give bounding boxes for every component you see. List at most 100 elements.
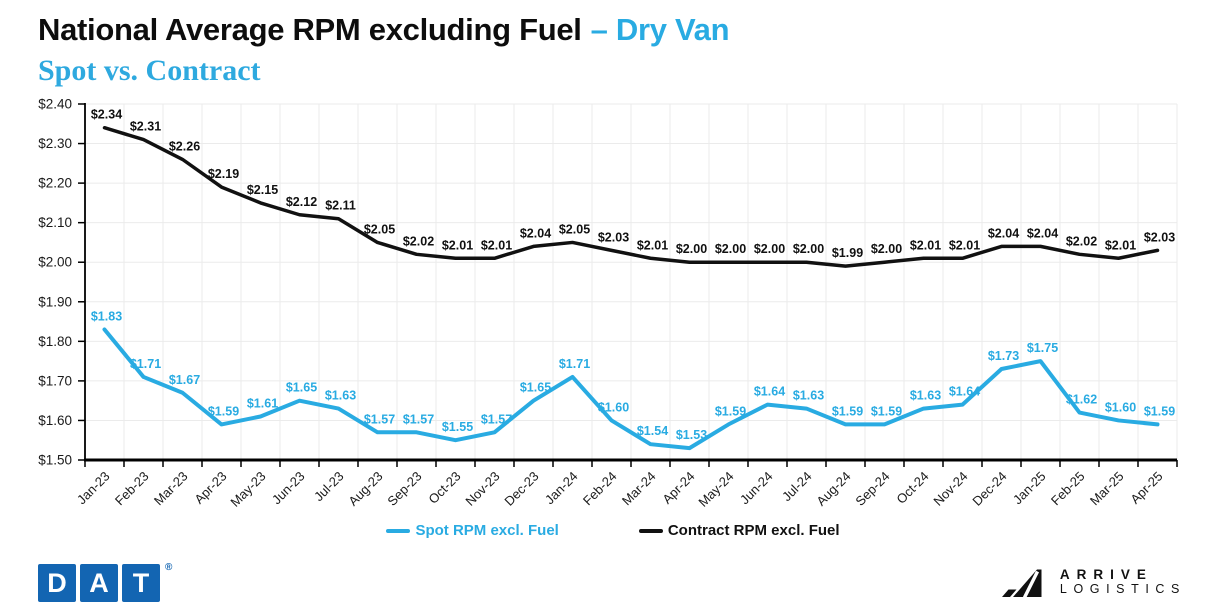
dat-logo: D A T ® (38, 562, 172, 602)
svg-text:$2.03: $2.03 (598, 230, 629, 244)
svg-text:$1.61: $1.61 (247, 396, 278, 410)
contract-line-swatch-icon (638, 528, 663, 533)
svg-text:$1.59: $1.59 (871, 404, 902, 418)
svg-text:$1.99: $1.99 (832, 246, 863, 260)
arrive-wordmark: ARRIVE LOGISTICS (1060, 568, 1186, 597)
svg-text:$1.60: $1.60 (38, 413, 72, 428)
arrive-logistics-logo: ARRIVE LOGISTICS (1001, 567, 1186, 598)
svg-text:$1.65: $1.65 (520, 381, 551, 395)
page-title: National Average RPM excluding Fuel – Dry… (38, 12, 730, 48)
svg-text:Jun-24: Jun-24 (737, 469, 776, 508)
svg-text:Jun-23: Jun-23 (269, 469, 308, 508)
svg-text:$1.55: $1.55 (442, 420, 473, 434)
svg-text:$2.00: $2.00 (754, 242, 785, 256)
svg-text:Dec-24: Dec-24 (969, 469, 1009, 509)
svg-text:$2.15: $2.15 (247, 183, 278, 197)
svg-text:$1.80: $1.80 (38, 334, 72, 349)
svg-text:$2.02: $2.02 (403, 234, 434, 248)
svg-text:$2.05: $2.05 (559, 222, 590, 236)
svg-text:$2.05: $2.05 (364, 222, 395, 236)
svg-text:$2.40: $2.40 (38, 97, 72, 112)
svg-text:Sep-23: Sep-23 (384, 469, 424, 509)
legend-item-contract: Contract RPM excl. Fuel (638, 522, 840, 539)
svg-text:$1.90: $1.90 (38, 294, 72, 309)
svg-text:$2.34: $2.34 (91, 108, 122, 122)
rpm-line-chart: $1.50 $1.60 $1.70 $1.80 $1.90 $2.00 $2.10 $2.20… (0, 90, 1226, 526)
svg-text:$2.04: $2.04 (1027, 226, 1058, 240)
svg-text:Jan-23: Jan-23 (74, 469, 113, 508)
svg-text:May-23: May-23 (227, 469, 268, 510)
svg-text:$1.54: $1.54 (637, 424, 668, 438)
svg-text:$2.10: $2.10 (38, 215, 72, 230)
svg-text:$1.70: $1.70 (38, 373, 72, 388)
chart-canvas: $1.50 $1.60 $1.70 $1.80 $1.90 $2.00 $2.10 $2.20… (38, 97, 1178, 510)
svg-text:$2.20: $2.20 (38, 176, 72, 191)
svg-text:Sep-24: Sep-24 (852, 469, 892, 509)
svg-text:Mar-23: Mar-23 (151, 469, 191, 509)
dat-logo-letter-t: T (122, 564, 160, 602)
svg-text:$1.67: $1.67 (169, 373, 200, 387)
svg-text:$1.50: $1.50 (38, 453, 72, 468)
svg-text:$1.57: $1.57 (364, 412, 395, 426)
svg-text:Mar-24: Mar-24 (619, 469, 659, 509)
svg-text:$2.00: $2.00 (676, 242, 707, 256)
svg-text:$2.11: $2.11 (325, 199, 356, 213)
svg-text:Mar-25: Mar-25 (1087, 469, 1127, 509)
svg-text:Oct-24: Oct-24 (893, 469, 931, 507)
svg-text:Apr-24: Apr-24 (659, 469, 697, 507)
svg-text:Jan-24: Jan-24 (542, 469, 581, 508)
dat-logo-letter-d: D (38, 564, 76, 602)
svg-text:$1.65: $1.65 (286, 381, 317, 395)
svg-text:$1.71: $1.71 (130, 357, 161, 371)
svg-text:$1.60: $1.60 (598, 400, 629, 414)
arrive-a-mark-icon (1001, 569, 1042, 598)
svg-text:$2.04: $2.04 (520, 226, 551, 240)
svg-text:$1.83: $1.83 (91, 309, 122, 323)
svg-text:$1.63: $1.63 (325, 389, 356, 403)
svg-text:Dec-23: Dec-23 (501, 469, 541, 509)
svg-text:$2.26: $2.26 (169, 139, 200, 153)
svg-text:$2.01: $2.01 (910, 238, 941, 252)
arrive-wordmark-line1: ARRIVE (1059, 567, 1153, 582)
svg-text:$1.59: $1.59 (1144, 404, 1175, 418)
svg-text:$2.30: $2.30 (38, 136, 72, 151)
svg-text:$2.19: $2.19 (208, 167, 239, 181)
svg-text:Feb-24: Feb-24 (580, 469, 620, 509)
svg-text:$1.73: $1.73 (988, 349, 1019, 363)
svg-text:$1.53: $1.53 (676, 428, 707, 442)
page-subtitle: Spot vs. Contract (38, 54, 261, 87)
arrive-wordmark-line2: LOGISTICS (1059, 582, 1186, 596)
svg-text:$1.57: $1.57 (481, 412, 512, 426)
svg-text:$2.04: $2.04 (988, 226, 1019, 240)
svg-text:$2.01: $2.01 (949, 238, 980, 252)
svg-text:$1.75: $1.75 (1027, 341, 1058, 355)
svg-text:$1.59: $1.59 (832, 404, 863, 418)
svg-text:$1.59: $1.59 (208, 404, 239, 418)
legend-label-spot: Spot RPM excl. Fuel (415, 522, 559, 539)
svg-text:Feb-25: Feb-25 (1048, 469, 1088, 509)
svg-text:$2.00: $2.00 (871, 242, 902, 256)
svg-text:$2.12: $2.12 (286, 195, 317, 209)
svg-text:$1.63: $1.63 (910, 389, 941, 403)
svg-text:Apr-25: Apr-25 (1127, 469, 1165, 507)
svg-text:$2.00: $2.00 (793, 242, 824, 256)
svg-text:Feb-23: Feb-23 (112, 469, 152, 509)
svg-text:$1.62: $1.62 (1066, 393, 1097, 407)
svg-text:Nov-23: Nov-23 (462, 469, 502, 509)
svg-text:$2.02: $2.02 (1066, 234, 1097, 248)
svg-text:$1.59: $1.59 (715, 404, 746, 418)
svg-text:$2.01: $2.01 (637, 238, 668, 252)
svg-text:Aug-24: Aug-24 (813, 469, 853, 509)
svg-text:$2.03: $2.03 (1144, 230, 1175, 244)
legend-item-spot: Spot RPM excl. Fuel (386, 522, 559, 539)
svg-text:May-24: May-24 (695, 469, 736, 510)
svg-text:$2.31: $2.31 (130, 120, 161, 134)
svg-text:Oct-23: Oct-23 (425, 469, 463, 507)
svg-text:Nov-24: Nov-24 (930, 469, 970, 509)
svg-text:$1.71: $1.71 (559, 357, 590, 371)
svg-text:$2.01: $2.01 (481, 238, 512, 252)
svg-text:Jul-24: Jul-24 (779, 469, 815, 505)
svg-text:Apr-23: Apr-23 (191, 469, 229, 507)
dat-logo-letter-a: A (80, 564, 118, 602)
